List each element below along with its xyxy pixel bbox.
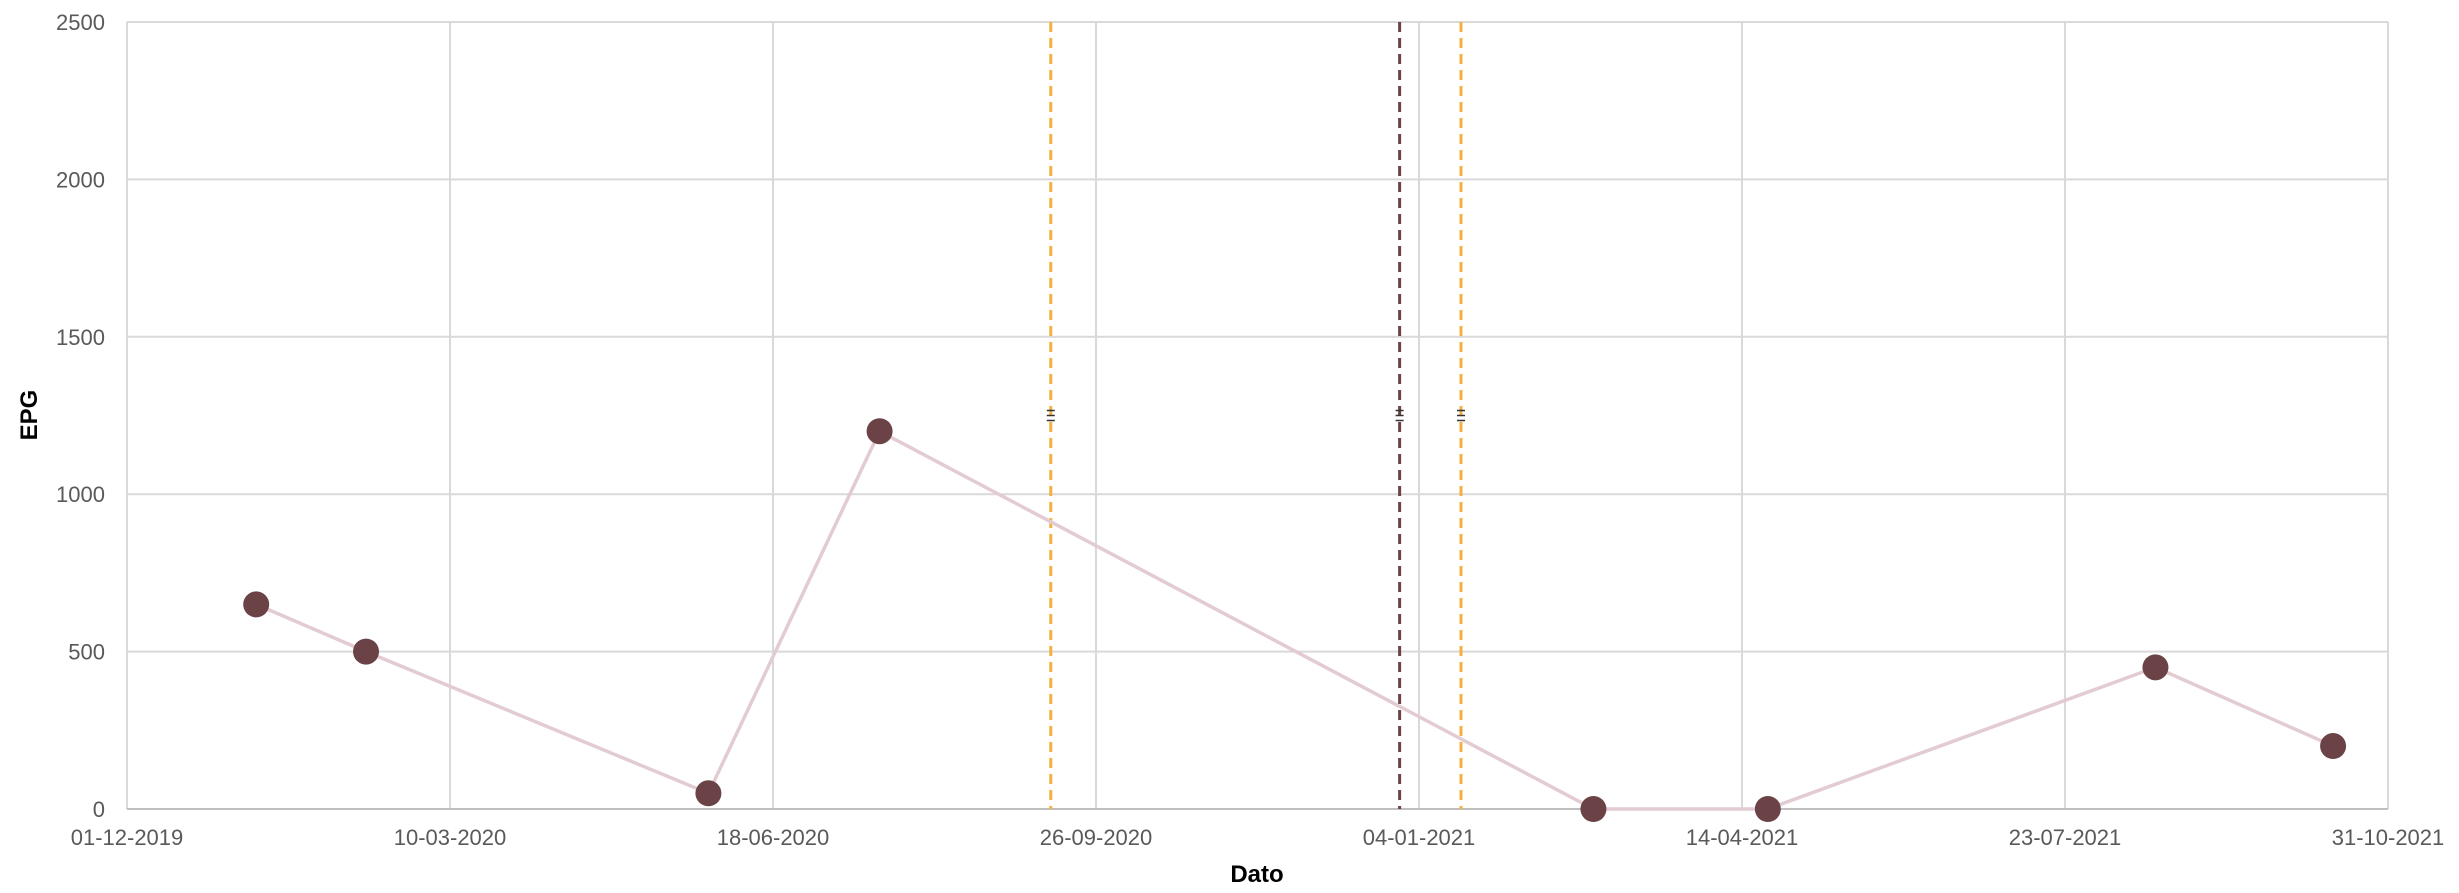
series-line bbox=[255, 428, 2334, 811]
grid bbox=[126, 21, 2389, 810]
tick-labels: 0 500 1000 1500 2000 2500 01-12-2019 10-03-2020… bbox=[56, 10, 2444, 850]
data-point bbox=[695, 780, 722, 807]
x-tick-label: 04-01-2021 bbox=[1363, 825, 1476, 850]
y-tick-label: 1000 bbox=[56, 482, 105, 507]
series bbox=[243, 418, 2347, 822]
y-axis-title: EPG bbox=[16, 390, 43, 441]
data-point bbox=[1754, 796, 1781, 822]
x-tick-label: 31-10-2021 bbox=[2332, 825, 2445, 850]
y-tick-label: 0 bbox=[93, 797, 105, 822]
data-point bbox=[866, 418, 893, 445]
data-point bbox=[2320, 733, 2347, 760]
y-tick-label: 1500 bbox=[56, 325, 105, 350]
x-tick-label: 14-04-2021 bbox=[1686, 825, 1799, 850]
y-tick-label: 2000 bbox=[56, 167, 105, 192]
x-tick-label: 23-07-2021 bbox=[2009, 825, 2122, 850]
y-tick-label: 2500 bbox=[56, 10, 105, 35]
data-point bbox=[1580, 796, 1607, 822]
data-point bbox=[243, 591, 270, 618]
x-axis-title: Dato bbox=[1230, 861, 1283, 888]
x-tick-label: 10-03-2020 bbox=[394, 825, 507, 850]
x-tick-label: 18-06-2020 bbox=[717, 825, 830, 850]
y-tick-label: 500 bbox=[68, 640, 105, 665]
vertical-lines bbox=[1046, 22, 1465, 809]
x-tick-label: 26-09-2020 bbox=[1040, 825, 1153, 850]
x-tick-label: 01-12-2019 bbox=[71, 825, 184, 850]
data-point bbox=[353, 638, 380, 665]
data-point bbox=[2142, 654, 2169, 681]
